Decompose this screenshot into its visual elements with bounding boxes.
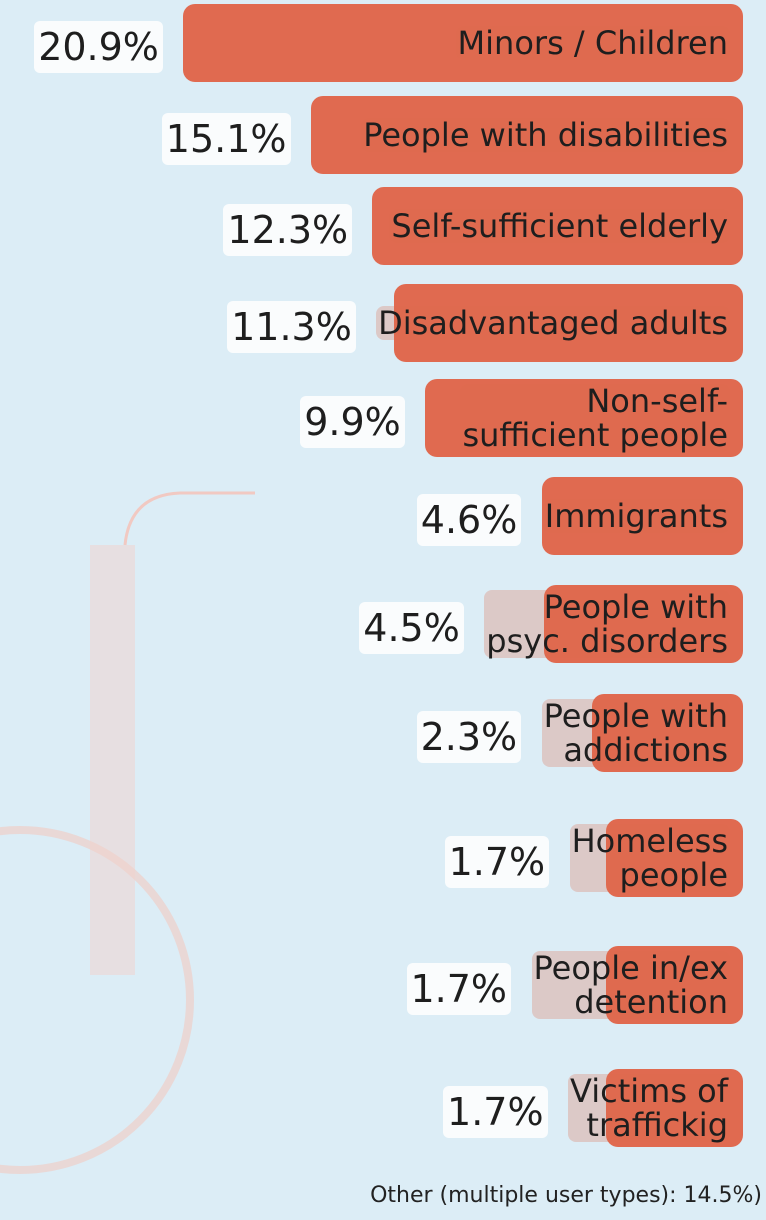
page: Minors / Children 20.9% People with disabi… [0,0,766,1220]
bar-label: Victims of traffickig [568,1074,730,1142]
value-label: 20.9% [34,21,163,73]
bar-label: Immigrants [543,499,730,533]
value-label: 4.5% [359,602,464,654]
bar-label: Non-self- sufficient people [460,384,730,452]
bar-label: People with addictions [542,699,730,767]
bar-label: Disadvantaged adults [376,306,730,340]
value-label: 1.7% [407,963,512,1015]
value-label: 15.1% [162,113,291,165]
value-label: 9.9% [300,396,405,448]
bar-label: Self-sufficient elderly [389,209,730,243]
value-label: 4.6% [417,494,522,546]
bar-label: People with psyc. disorders [484,590,730,658]
value-label: 12.3% [223,204,352,256]
bar-label: Minors / Children [456,26,730,60]
bar-label: People in/ex detention [532,951,731,1019]
value-label: 1.7% [443,1086,548,1138]
value-label: 2.3% [417,711,522,763]
footnote: Other (multiple user types): 14.5%) [370,1183,762,1208]
value-label: 1.7% [445,836,550,888]
bar-label: People with disabilities [361,118,730,152]
value-label: 11.3% [227,301,356,353]
bar-label: Homeless people [570,824,730,892]
